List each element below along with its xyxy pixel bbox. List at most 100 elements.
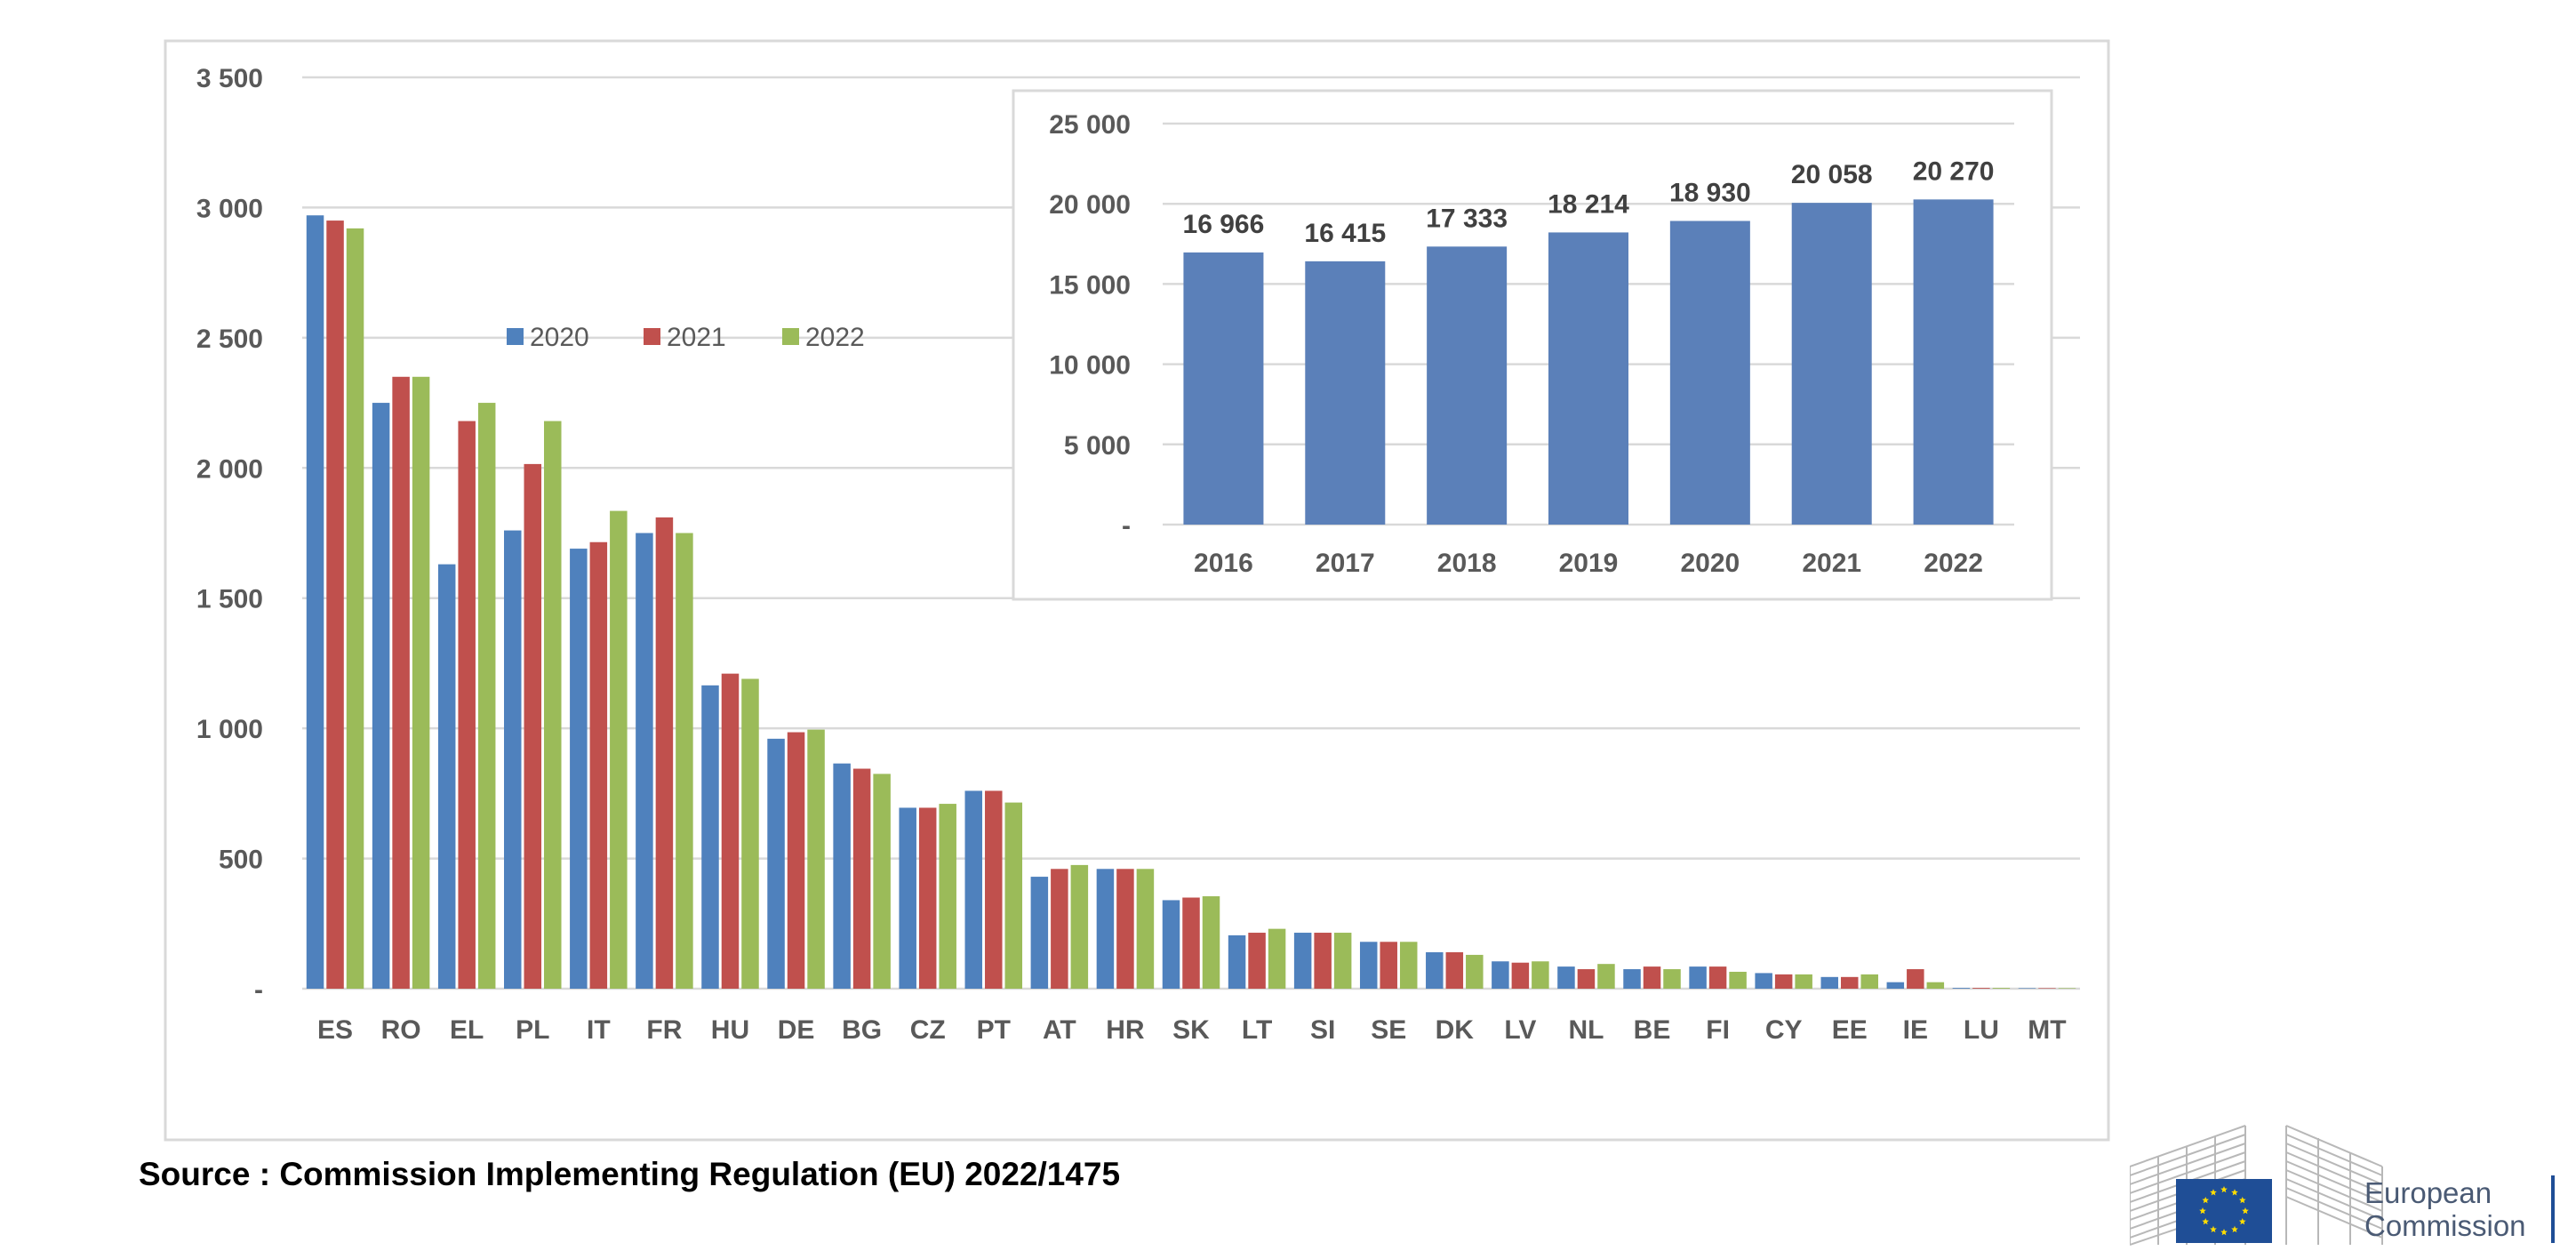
bar-IE-2021 xyxy=(1907,969,1924,989)
bar-BG-2021 xyxy=(852,768,871,989)
y-tick-label: 1 500 xyxy=(196,585,263,614)
logo-line-1: European xyxy=(2364,1176,2492,1209)
x-tick-label: LV xyxy=(1504,1015,1536,1045)
bar-BE-2021 xyxy=(1643,966,1661,989)
bar-PT-2021 xyxy=(985,790,1003,989)
bar-EE-2022 xyxy=(1860,974,1878,989)
x-tick-label: PT xyxy=(977,1015,1011,1045)
bar-HR-2021 xyxy=(1116,869,1134,989)
bar-NL-2020 xyxy=(1557,966,1575,989)
bar-IT-2022 xyxy=(610,510,628,989)
y-tick-label: 3 000 xyxy=(196,194,263,223)
bar-SI-2020 xyxy=(1293,933,1312,989)
bar-LU-2020 xyxy=(1952,988,1971,989)
legend-label: 2020 xyxy=(530,323,589,352)
bar-FR-2022 xyxy=(676,533,693,989)
inset-bar-2022 xyxy=(1913,199,1994,525)
eu-star-icon xyxy=(2210,1225,2217,1233)
bar-IE-2022 xyxy=(1926,982,1945,989)
bar-LT-2021 xyxy=(1248,933,1266,989)
bar-AT-2020 xyxy=(1030,877,1049,989)
y-tick-label: 2 000 xyxy=(196,454,263,484)
logo-line-2: Commission xyxy=(2364,1209,2526,1242)
eu-stars xyxy=(2199,1186,2249,1236)
bar-PT-2020 xyxy=(964,790,983,989)
bar-SE-2021 xyxy=(1380,942,1397,989)
x-tick-label: CY xyxy=(1765,1015,1803,1045)
inset-data-label: 16 415 xyxy=(1304,219,1386,248)
bar-HU-2022 xyxy=(741,678,759,989)
x-tick-label: AT xyxy=(1043,1015,1076,1045)
bar-BE-2020 xyxy=(1623,969,1641,989)
x-tick-label: SK xyxy=(1172,1015,1210,1045)
inset-x-tick-label: 2019 xyxy=(1559,549,1619,578)
bar-MT-2022 xyxy=(2058,988,2076,989)
inset-x-tick-label: 2020 xyxy=(1680,549,1740,578)
x-tick-label: FR xyxy=(646,1015,682,1045)
bar-SK-2020 xyxy=(1162,900,1180,989)
eu-star-icon xyxy=(2220,1229,2228,1236)
bar-EL-2021 xyxy=(458,421,476,990)
inset-data-label: 20 270 xyxy=(1913,156,1995,186)
inset-y-tick-label: 15 000 xyxy=(1049,270,1131,300)
bar-ES-2022 xyxy=(346,228,364,989)
x-tick-label: RO xyxy=(381,1015,421,1045)
x-tick-label: EL xyxy=(450,1015,484,1045)
x-tick-label: SE xyxy=(1371,1015,1406,1045)
eu-star-icon xyxy=(2231,1225,2238,1233)
bar-FR-2020 xyxy=(636,533,653,989)
bar-CZ-2020 xyxy=(899,807,916,989)
x-tick-label: BG xyxy=(842,1015,882,1045)
bar-SK-2021 xyxy=(1182,897,1200,989)
y-tick-label: 3 500 xyxy=(196,64,263,93)
bar-RO-2021 xyxy=(392,376,410,989)
bar-FI-2021 xyxy=(1708,966,1727,989)
x-tick-label: HU xyxy=(711,1015,749,1045)
inset-data-label: 18 214 xyxy=(1548,189,1629,219)
inset-y-tick-label: 10 000 xyxy=(1049,351,1131,381)
bar-EE-2020 xyxy=(1820,976,1838,989)
inset-bar-2019 xyxy=(1548,232,1628,525)
bar-SI-2021 xyxy=(1314,933,1332,989)
bar-EE-2021 xyxy=(1840,976,1859,989)
bar-AT-2021 xyxy=(1051,869,1068,989)
bar-LV-2020 xyxy=(1492,961,1509,989)
bar-IT-2020 xyxy=(570,549,588,989)
inset-x-tick-label: 2017 xyxy=(1316,549,1375,578)
y-tick-label: 2 500 xyxy=(196,325,263,354)
chart-frame xyxy=(164,39,2110,1142)
inset-x-tick-label: 2022 xyxy=(1924,549,1983,578)
bar-SI-2022 xyxy=(1333,933,1352,989)
legend-swatch-2022 xyxy=(782,328,799,345)
bar-ES-2020 xyxy=(306,215,324,989)
bar-CY-2021 xyxy=(1774,974,1793,989)
bar-PL-2022 xyxy=(544,421,562,990)
bar-HR-2020 xyxy=(1096,869,1115,989)
bar-LV-2022 xyxy=(1532,961,1549,989)
eu-star-icon xyxy=(2199,1207,2206,1215)
inset-bar-2020 xyxy=(1669,221,1750,525)
y-tick-label: - xyxy=(254,975,263,1005)
inset-chart: - 5 000 10 000 15 000 20 000 25 000 16 966 2016… xyxy=(1012,89,2053,601)
x-tick-label: EE xyxy=(1832,1015,1868,1045)
bar-HU-2020 xyxy=(701,685,719,989)
x-tick-label: CZ xyxy=(910,1015,946,1045)
european-commission-logo: European Commission xyxy=(2129,1122,2556,1247)
bar-SK-2022 xyxy=(1202,896,1220,989)
eu-star-icon xyxy=(2220,1186,2228,1193)
bar-BG-2022 xyxy=(873,774,891,989)
inset-y-tick-label: 25 000 xyxy=(1049,110,1131,140)
bar-EL-2020 xyxy=(437,564,456,989)
inset-data-label: 18 930 xyxy=(1669,179,1751,208)
eu-star-icon xyxy=(2238,1197,2246,1204)
legend-swatch-2020 xyxy=(507,328,524,345)
x-tick-label: DE xyxy=(778,1015,815,1045)
y-tick-label: 1 000 xyxy=(196,715,263,744)
bar-BE-2022 xyxy=(1663,969,1681,989)
bar-NL-2021 xyxy=(1577,969,1596,989)
bar-LV-2021 xyxy=(1511,962,1530,989)
bar-RO-2020 xyxy=(372,403,390,990)
bar-ES-2021 xyxy=(326,221,344,990)
bar-FR-2021 xyxy=(655,517,674,989)
bar-PT-2022 xyxy=(1004,802,1023,989)
